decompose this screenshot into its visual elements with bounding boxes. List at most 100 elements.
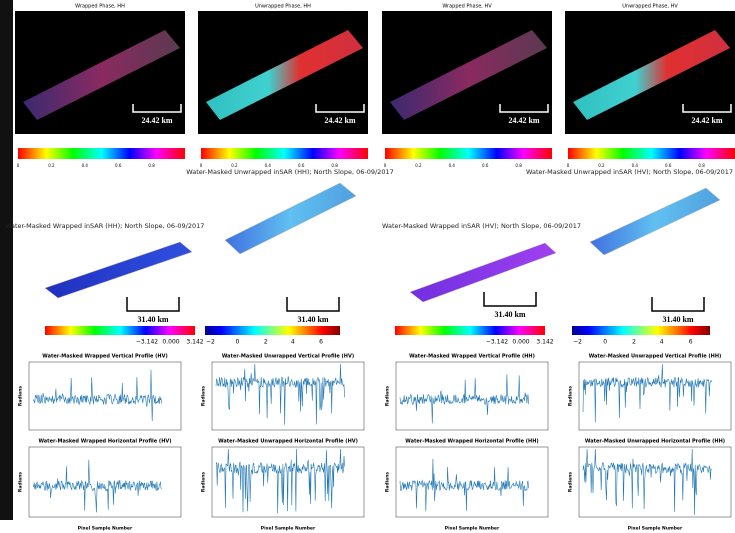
colorbar-tick-label: 0.000: [162, 339, 179, 346]
map-title: Water-Masked Wrapped inSAR (HV); North S…: [382, 222, 581, 230]
plot-frame: [28, 361, 182, 431]
scale-label: 31.40 km: [494, 310, 525, 319]
x-axis-label: Pixel Sample Number: [78, 526, 133, 532]
x-axis-label: Pixel Sample Number: [261, 526, 316, 532]
colorbar-tick-label: 0.4: [632, 163, 639, 168]
colorbar-tick-label: −3.142: [136, 339, 158, 346]
scale-label: 24.42 km: [508, 116, 539, 125]
colorbar: [205, 326, 340, 335]
masked-strip: [409, 242, 557, 303]
colorbar-tick-label: 0.6: [665, 163, 672, 168]
profile-trace: [215, 448, 345, 514]
scale-bar: [132, 104, 182, 113]
panel-title: Unwrapped Phase, HV: [622, 4, 678, 10]
colorbar-tick-label: 6: [689, 339, 693, 346]
colorbar-tick-label: 2: [632, 339, 636, 346]
profile-title: Water-Masked Unwrapped Horizontal Profil…: [585, 439, 725, 445]
side-strip: [0, 0, 13, 520]
colorbar-tick-label: 0.8: [331, 163, 338, 168]
colorbar-tick-label: 0: [17, 163, 20, 168]
profile-trace: [215, 363, 345, 425]
scale-label: 31.40 km: [662, 315, 693, 324]
profile-trace: [582, 448, 712, 516]
colorbar-tick-label: 3.142: [186, 339, 203, 346]
colorbar-tick-label: 6: [319, 339, 323, 346]
y-axis-label: Radians: [385, 472, 391, 493]
colorbar-tick-label: 4: [660, 339, 664, 346]
colorbar-tick-label: 0.8: [148, 163, 155, 168]
masked-strip: [44, 241, 193, 299]
sar-strip: [23, 30, 180, 120]
plot-frame: [578, 361, 732, 431]
colorbar: [568, 148, 735, 159]
plot-frame: [28, 446, 182, 518]
colorbar-tick-label: 0.4: [449, 163, 456, 168]
colorbar-tick-label: 3.142: [536, 339, 553, 346]
colorbar: [45, 326, 195, 335]
masked-strip: [224, 182, 357, 255]
scale-label: 24.42 km: [141, 116, 172, 125]
map-title: Water-Masked Unwrapped inSAR (HV); North…: [526, 168, 733, 176]
panel-title: Wrapped Phase, HH: [75, 4, 125, 10]
map-title: Water-Masked Unwrapped inSAR (HH); North…: [186, 168, 393, 176]
scale-label: 24.42 km: [691, 116, 722, 125]
colorbar-tick-label: 0.4: [265, 163, 272, 168]
masked-strip: [589, 187, 721, 256]
y-axis-label: Radians: [385, 386, 391, 407]
colorbar-tick-label: 0.2: [231, 163, 238, 168]
x-axis-label: Pixel Sample Number: [445, 526, 500, 532]
colorbar-tick-label: 4: [291, 339, 295, 346]
plot-frame: [395, 446, 549, 518]
profile-title: Water-Masked Unwrapped Vertical Profile …: [222, 354, 354, 360]
colorbar: [201, 148, 368, 159]
colorbar: [385, 148, 552, 159]
colorbar-tick-label: 2: [264, 339, 268, 346]
profile-title: Water-Masked Wrapped Vertical Profile (H…: [409, 354, 535, 360]
profile-trace: [32, 459, 162, 513]
sar-strip: [206, 30, 363, 120]
scale-bar: [682, 104, 732, 113]
colorbar-tick-label: 0.8: [515, 163, 522, 168]
scale-bar: [286, 297, 340, 312]
plot-frame: [211, 361, 365, 431]
colorbar-tick-label: 0.6: [115, 163, 122, 168]
sar-strip: [390, 30, 547, 120]
profile-trace: [32, 369, 162, 422]
colorbar-tick-label: 0: [567, 163, 570, 168]
map-title: Water-Masked Wrapped inSAR (HH); North S…: [5, 222, 204, 230]
colorbar-tick-label: −2: [206, 339, 215, 346]
colorbar-tick-label: 0.000: [512, 339, 529, 346]
sar-strip: [573, 30, 730, 120]
profile-trace: [399, 374, 529, 424]
panel-title: Unwrapped Phase, HH: [255, 4, 311, 10]
profile-trace: [399, 458, 529, 512]
colorbar-tick-label: 0.2: [48, 163, 55, 168]
colorbar-tick-label: 0: [603, 339, 607, 346]
y-axis-label: Radians: [18, 472, 24, 493]
colorbar-tick-label: −2: [573, 339, 582, 346]
y-axis-label: Radians: [568, 386, 574, 407]
colorbar: [18, 148, 185, 159]
profile-title: Water-Masked Wrapped Horizontal Profile …: [38, 439, 171, 445]
scale-bar: [499, 104, 549, 113]
colorbar-tick-label: −3.142: [486, 339, 508, 346]
profile-title: Water-Masked Unwrapped Horizontal Profil…: [218, 439, 358, 445]
colorbar: [572, 326, 710, 335]
plot-frame: [578, 446, 732, 518]
scale-bar: [315, 104, 365, 113]
colorbar-tick-label: 0.4: [82, 163, 89, 168]
scale-bar: [483, 292, 537, 307]
y-axis-label: Radians: [568, 472, 574, 493]
colorbar-tick-label: 0.8: [698, 163, 705, 168]
colorbar-tick-label: 0.6: [298, 163, 305, 168]
scale-label: 31.40 km: [137, 315, 168, 324]
scale-label: 31.40 km: [297, 315, 328, 324]
colorbar-tick-label: 0.6: [482, 163, 489, 168]
scale-bar: [651, 297, 705, 312]
profile-trace: [582, 363, 712, 423]
colorbar-tick-label: 0: [235, 339, 239, 346]
scale-bar: [126, 297, 180, 312]
y-axis-label: Radians: [18, 386, 24, 407]
colorbar-tick-label: 0.2: [415, 163, 422, 168]
